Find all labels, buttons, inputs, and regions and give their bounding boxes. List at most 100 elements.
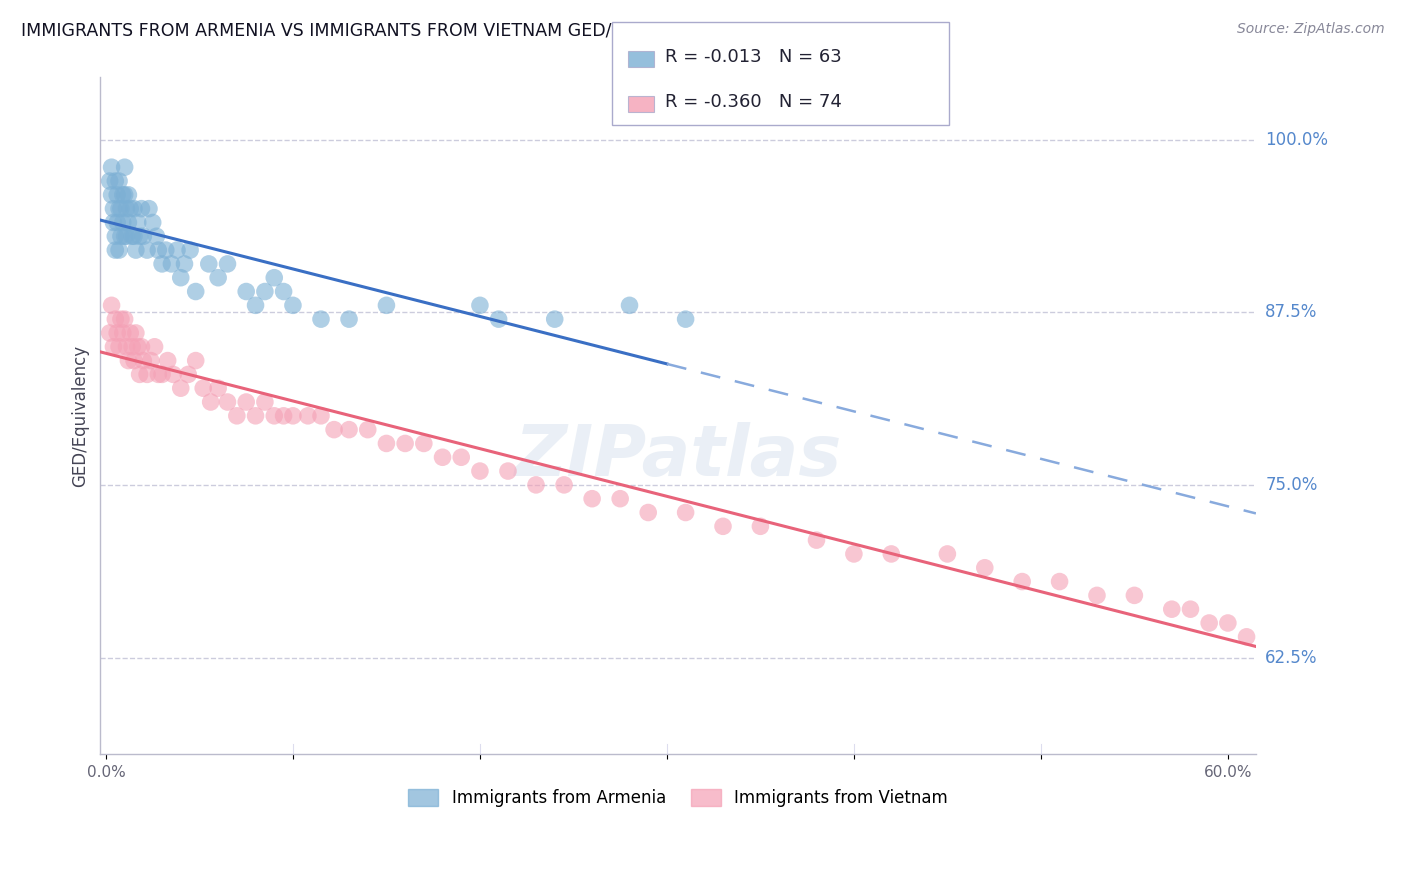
Point [637,506,659,520]
Point [162,368,184,382]
Text: 62.5%: 62.5% [1265,648,1317,666]
Point [375,298,398,312]
Point [103,340,125,354]
Point [281,409,304,423]
Point [105,326,128,340]
Point [1216,615,1239,630]
Text: IMMIGRANTS FROM ARMENIA VS IMMIGRANTS FROM VIETNAM GED/EQUIVALENCY CORRELATION C: IMMIGRANTS FROM ARMENIA VS IMMIGRANTS FR… [21,22,927,40]
Point [842,547,865,561]
Point [1160,602,1182,616]
Point [297,409,319,423]
Point [309,312,332,326]
Point [179,243,201,257]
Point [138,202,160,216]
Point [110,202,132,216]
Point [496,464,519,478]
Point [115,202,138,216]
Point [173,257,195,271]
Point [117,187,139,202]
Point [184,285,207,299]
Text: Source: ZipAtlas.com: Source: ZipAtlas.com [1237,22,1385,37]
Point [619,298,641,312]
Point [198,257,221,271]
Point [131,202,153,216]
Point [108,243,131,257]
Point [235,285,257,299]
Point [132,229,155,244]
Point [120,202,142,216]
Point [217,395,239,409]
Point [544,312,567,326]
Point [139,353,162,368]
Point [104,312,127,326]
Point [184,353,207,368]
Point [110,229,132,244]
Point [675,312,697,326]
Point [207,381,229,395]
Point [155,243,177,257]
Point [98,174,121,188]
Point [121,229,143,244]
Point [103,202,125,216]
Point [110,312,132,326]
Point [309,409,332,423]
Point [117,215,139,229]
Point [105,215,128,229]
Point [711,519,734,533]
Point [166,243,188,257]
Point [108,174,131,188]
Point [111,326,134,340]
Point [115,340,138,354]
Point [581,491,603,506]
Point [150,368,173,382]
Point [122,353,145,368]
Point [235,395,257,409]
Point [245,298,267,312]
Text: ZIPatlas: ZIPatlas [515,422,842,491]
Point [217,257,239,271]
Point [225,409,247,423]
Point [1049,574,1071,589]
Point [245,409,267,423]
Point [675,506,697,520]
Point [150,257,173,271]
Point [132,353,155,368]
Point [100,160,122,174]
Point [160,257,183,271]
Point [488,312,510,326]
Point [749,519,772,533]
Point [104,174,127,188]
Point [207,270,229,285]
Point [1123,588,1146,602]
Point [323,423,346,437]
Point [98,326,121,340]
Point [1085,588,1108,602]
Point [412,436,434,450]
Text: R = -0.360   N = 74: R = -0.360 N = 74 [665,94,842,112]
Point [100,298,122,312]
Point [128,229,150,244]
Point [142,215,165,229]
Point [200,395,222,409]
Point [253,395,276,409]
Point [114,229,136,244]
Point [432,450,454,465]
Point [1180,602,1202,616]
Point [973,560,995,574]
Point [114,187,136,202]
Point [145,229,167,244]
Text: 0.0%: 0.0% [87,765,125,780]
Point [105,187,128,202]
Text: 100.0%: 100.0% [1265,130,1329,149]
Point [104,243,127,257]
Point [806,533,828,548]
Point [108,340,131,354]
Point [120,326,142,340]
Point [1236,630,1258,644]
Point [263,409,285,423]
Point [148,243,170,257]
Point [143,340,166,354]
Point [100,187,122,202]
Text: R = -0.013   N = 63: R = -0.013 N = 63 [665,48,842,66]
Point [122,202,145,216]
